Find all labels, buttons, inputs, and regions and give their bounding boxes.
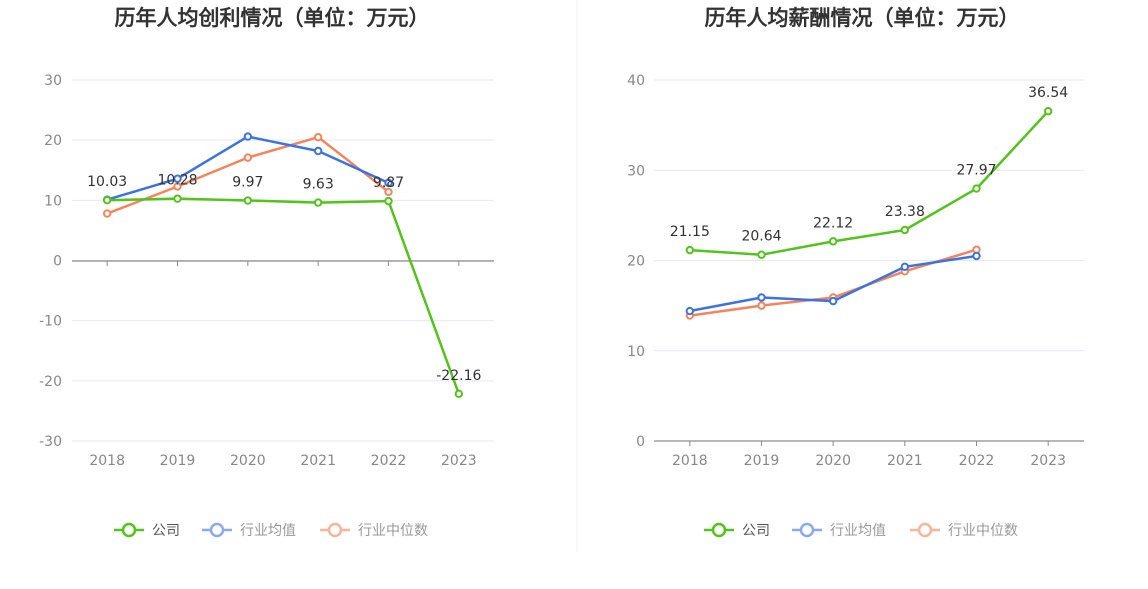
legend-item-industry-average: 行业均值 bbox=[202, 522, 296, 539]
legend: 公司 行业均值 行业中位数 bbox=[114, 522, 428, 539]
chart-title: 历年人均薪酬情况（单位：万元） bbox=[705, 6, 1020, 30]
company-data-label: 27.97 bbox=[956, 163, 996, 179]
industry-average-point bbox=[173, 174, 182, 183]
legend-item-industry-median: 行业中位数 bbox=[320, 522, 428, 539]
industry-median-point bbox=[757, 301, 766, 310]
company-point bbox=[828, 237, 838, 246]
industry-average-point bbox=[313, 146, 323, 156]
legend-label: 行业均值 bbox=[240, 523, 296, 539]
company-data-label: 9.97 bbox=[232, 175, 263, 191]
x-tick-label: 2020 bbox=[230, 453, 266, 469]
company-data-label: 36.54 bbox=[1028, 85, 1068, 101]
legend-swatch-marker bbox=[799, 522, 815, 538]
chart-title: 历年人均创利情况（单位：万元） bbox=[115, 6, 430, 30]
industry-average-point bbox=[900, 262, 910, 272]
company-data-label: 10.28 bbox=[157, 173, 197, 189]
company-point bbox=[685, 245, 695, 255]
company-data-label: 23.38 bbox=[885, 204, 925, 220]
x-tick-label: 2019 bbox=[744, 453, 780, 469]
company-data-label: 21.15 bbox=[670, 224, 710, 240]
company-data-label: 10.03 bbox=[87, 174, 127, 190]
y-tick-label: -10 bbox=[39, 314, 62, 330]
legend-label: 公司 bbox=[742, 523, 770, 539]
legend-label: 行业中位数 bbox=[948, 523, 1018, 539]
company-line bbox=[107, 197, 460, 395]
company-point bbox=[1043, 107, 1053, 116]
company-point bbox=[757, 250, 766, 259]
legend-swatch-marker bbox=[917, 522, 933, 538]
industry-average-point bbox=[828, 296, 838, 306]
industry-average-point bbox=[972, 251, 981, 261]
legend-swatch-marker bbox=[327, 522, 343, 538]
company-data-label: 22.12 bbox=[813, 215, 853, 231]
company-point bbox=[173, 194, 182, 203]
industry-average-point bbox=[685, 306, 695, 316]
x-tick-label: 2018 bbox=[672, 453, 708, 469]
company-point bbox=[972, 184, 981, 193]
company-data-label: 9.63 bbox=[303, 177, 334, 193]
company-line bbox=[689, 110, 1050, 256]
company-point bbox=[454, 389, 464, 399]
industry-median-point bbox=[102, 209, 112, 218]
y-tick-label: 30 bbox=[44, 73, 62, 89]
y-tick-label: 10 bbox=[44, 193, 62, 209]
company-data-label: 20.64 bbox=[741, 229, 781, 245]
x-tick-label: 2023 bbox=[441, 453, 477, 469]
legend-label: 公司 bbox=[152, 523, 180, 539]
legend-item-industry-median: 行业中位数 bbox=[910, 522, 1018, 539]
company-point bbox=[900, 225, 910, 235]
legend-item-company: 公司 bbox=[704, 522, 770, 539]
industry-median-point bbox=[243, 153, 253, 162]
industry-median-line bbox=[689, 248, 977, 317]
legend-item-industry-average: 行业均值 bbox=[792, 522, 886, 539]
industry-average-point bbox=[757, 293, 766, 302]
industry-median-point bbox=[173, 182, 182, 191]
company-data-label: -22.16 bbox=[436, 368, 481, 384]
y-tick-label: -20 bbox=[39, 374, 62, 390]
x-tick-label: 2021 bbox=[887, 453, 923, 469]
legend-swatch-marker bbox=[121, 522, 137, 538]
x-tick-label: 2021 bbox=[300, 453, 336, 469]
profit-chart-panel: 历年人均创利情况（单位：万元） 30 20 10 0 -10 -20 -30 2018 2019… bbox=[39, 6, 494, 539]
y-tick-label: 0 bbox=[53, 254, 62, 270]
company-point bbox=[313, 198, 323, 207]
y-tick-label: 20 bbox=[44, 133, 62, 149]
legend-swatch-marker bbox=[209, 522, 225, 538]
x-tick-label: 2019 bbox=[160, 453, 196, 469]
salary-chart-panel: 历年人均薪酬情况（单位：万元） 40 30 20 10 0 2018 2019 2020 202… bbox=[627, 6, 1084, 539]
company-data-label: 9.87 bbox=[373, 175, 404, 191]
legend-label: 行业中位数 bbox=[358, 523, 428, 539]
y-tick-label: 0 bbox=[636, 434, 645, 450]
x-tick-label: 2020 bbox=[815, 453, 851, 469]
x-tick-label: 2023 bbox=[1030, 453, 1066, 469]
y-tick-label: 30 bbox=[627, 163, 645, 179]
y-tick-label: -30 bbox=[39, 434, 62, 450]
industry-average-point bbox=[384, 178, 393, 188]
company-point bbox=[384, 196, 393, 206]
x-tick-label: 2018 bbox=[89, 453, 125, 469]
industry-median-point bbox=[313, 132, 323, 142]
legend-item-company: 公司 bbox=[114, 522, 180, 539]
legend: 公司 行业均值 行业中位数 bbox=[704, 522, 1018, 539]
y-tick-label: 20 bbox=[627, 254, 645, 270]
industry-average-point bbox=[243, 132, 253, 141]
y-tick-label: 40 bbox=[627, 73, 645, 89]
industry-median-point bbox=[384, 187, 393, 197]
y-tick-label: 10 bbox=[627, 344, 645, 360]
company-point bbox=[102, 195, 112, 205]
x-tick-label: 2022 bbox=[371, 453, 407, 469]
company-point bbox=[243, 196, 253, 205]
x-tick-label: 2022 bbox=[959, 453, 995, 469]
legend-swatch-marker bbox=[711, 522, 727, 538]
legend-label: 行业均值 bbox=[830, 523, 886, 539]
